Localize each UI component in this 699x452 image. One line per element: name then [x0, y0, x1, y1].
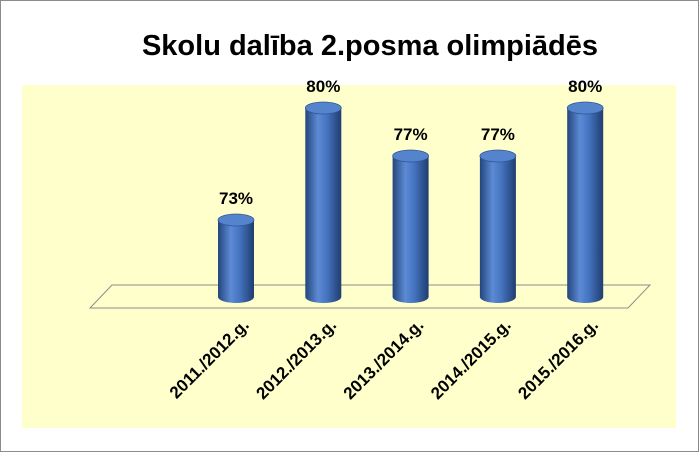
data-label: 73% — [219, 189, 253, 208]
floor — [88, 284, 652, 309]
bar-top — [566, 101, 604, 115]
bar — [567, 108, 604, 303]
bar — [392, 156, 429, 303]
bar-top — [217, 213, 255, 227]
bar — [479, 156, 516, 303]
plot-area — [22, 85, 676, 428]
bar — [218, 220, 254, 303]
bar-top — [304, 101, 342, 115]
data-label: 77% — [394, 125, 428, 144]
bar — [305, 108, 342, 303]
data-label: 80% — [306, 77, 340, 96]
data-label: 80% — [568, 77, 602, 96]
data-label: 77% — [481, 125, 515, 144]
chart-title: Skolu dalība 2.posma olimpiādēs — [142, 30, 598, 62]
bar-top — [392, 149, 430, 163]
bar-top — [479, 149, 517, 163]
